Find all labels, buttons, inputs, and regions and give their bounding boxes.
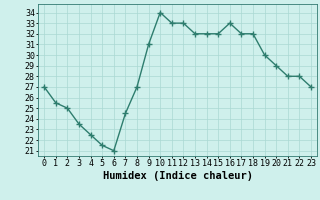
X-axis label: Humidex (Indice chaleur): Humidex (Indice chaleur): [103, 171, 252, 181]
